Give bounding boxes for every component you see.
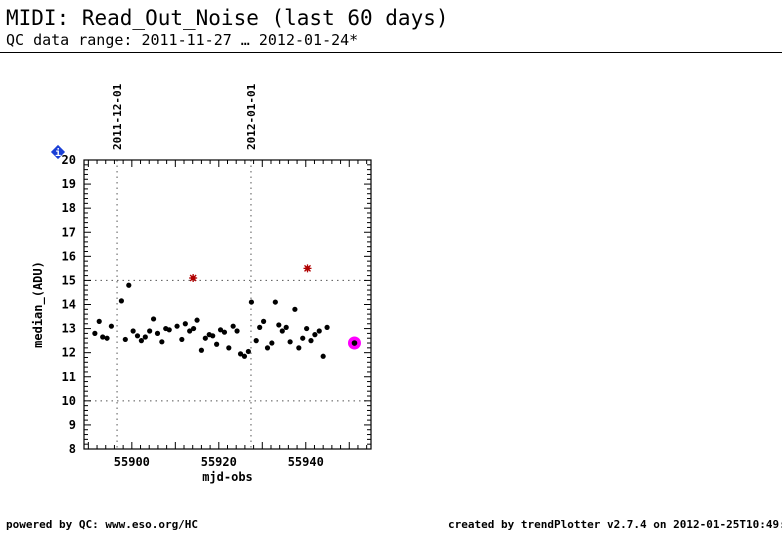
data-point [122,336,128,343]
data-point [159,339,165,345]
data-point [308,338,314,344]
y-tick-label: 18 [62,201,76,215]
date-marker-label: 2011-12-01 [111,83,124,150]
data-point [304,325,310,332]
data-point [174,323,180,329]
data-range-subtitle: QC data range: 2011-11-27 … 2012-01-24* [6,31,359,49]
data-point [130,328,136,334]
data-point [194,317,200,323]
data-point [108,323,114,329]
data-point [210,333,216,339]
data-point [248,299,255,305]
outlier-point [303,264,312,273]
data-point [292,306,298,312]
data-point [300,335,306,341]
data-point [92,330,98,336]
data-point [182,321,188,327]
data-point [276,322,282,328]
page-title: MIDI: Read_Out_Noise (last 60 days) [6,6,449,30]
data-point [230,323,236,329]
data-point [187,328,193,334]
x-axis-label: mjd-obs [202,470,253,484]
data-point [241,353,248,359]
data-point [237,351,244,357]
data-point [134,333,141,339]
y-tick-label: 8 [69,442,76,456]
data-point [104,335,110,341]
data-point [150,316,157,322]
reference-lines: 2011-12-01 2012-01-01 [84,83,371,449]
data-point [279,328,285,334]
data-point [324,324,330,330]
data-point [142,334,148,340]
data-point [138,338,144,344]
y-tick-label: 14 [62,298,76,312]
data-point [272,299,278,305]
data-point [320,353,326,359]
x-tick-label: 55900 [114,455,150,469]
data-point [269,340,275,346]
data-point [257,324,263,330]
data-point [283,324,289,330]
data-point [226,345,232,351]
data-point [264,345,271,351]
data-point [253,338,259,344]
y-axis-label: median_(ADU) [31,261,46,348]
y-tick-label: 10 [62,394,76,408]
data-point [217,327,224,333]
y-tick-label: 17 [62,225,76,239]
data-point [202,335,208,341]
data-point [287,339,293,345]
y-tick-label: 19 [62,177,76,191]
data-point [245,348,251,355]
axis-ticks: 8 9 10 11 12 13 14 15 16 17 18 19 20 55900 55920 55940 [62,153,371,469]
y-tick-label: 20 [62,153,76,167]
data-point [96,318,102,324]
data-point [214,341,220,347]
outlier-point [189,274,198,283]
data-point [166,327,172,333]
data-point [147,328,153,334]
x-tick-label: 55940 [288,455,324,469]
y-tick-label: 9 [69,418,76,432]
plot-frame [83,159,372,450]
data-point [190,325,197,332]
x-tick-label: 55920 [201,455,237,469]
data-points [92,264,361,359]
info-icon: i [55,147,61,159]
y-tick-label: 12 [62,346,76,360]
y-tick-label: 13 [62,322,76,336]
data-point [154,330,161,336]
data-point [100,334,106,340]
data-point [221,329,228,335]
data-point [198,347,205,353]
data-point [296,345,302,351]
data-point [126,282,132,288]
y-tick-label: 16 [62,249,76,263]
footer-created-by: created by trendPlotter v2.7.4 on 2012-0… [448,518,782,531]
data-point [316,328,322,334]
data-point [260,318,267,324]
footer-powered-by: powered by QC: www.eso.org/HC [6,518,199,531]
y-tick-label: 11 [62,370,76,384]
data-point [118,298,124,304]
y-tick-label: 15 [62,273,76,287]
data-point [234,328,240,334]
header-divider [0,52,782,53]
data-point [312,332,318,338]
date-marker-label: 2012-01-01 [245,83,258,150]
latest-point [351,340,358,346]
data-point [179,336,185,343]
